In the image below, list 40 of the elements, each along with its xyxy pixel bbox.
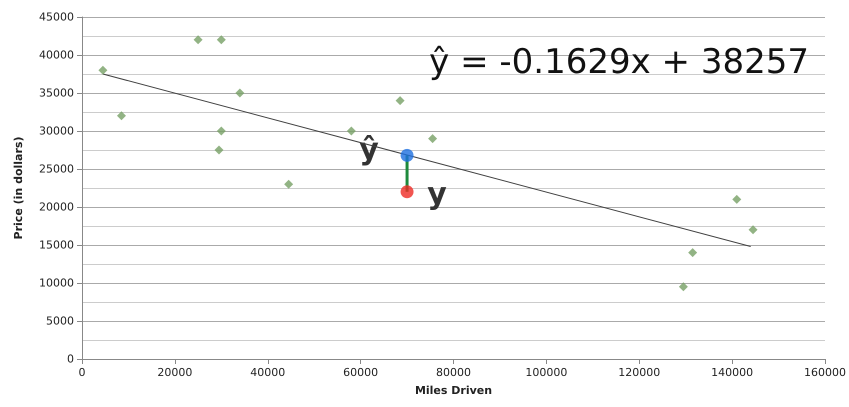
point xyxy=(214,146,224,154)
point xyxy=(284,180,294,189)
y-tick-label: 45000 xyxy=(39,10,74,24)
y-tick-label: 15000 xyxy=(39,238,74,252)
x-tick-label: 100000 xyxy=(525,366,568,379)
y-tick-label: 25000 xyxy=(39,162,74,176)
x-tick-label: 0 xyxy=(78,366,86,379)
x-tick-label: 40000 xyxy=(250,366,286,379)
y-tick-label: 30000 xyxy=(39,124,74,138)
x-tick-label: 140000 xyxy=(711,366,754,379)
x-tick-label: 80000 xyxy=(436,366,471,379)
point xyxy=(732,194,742,204)
y-axis-title: Price (in dollars) xyxy=(12,136,25,240)
x-tick-label: 60000 xyxy=(343,366,378,379)
y-tick-label: 20000 xyxy=(39,200,74,214)
x-tick-label: 120000 xyxy=(618,366,660,379)
y-tick-label: 10000 xyxy=(39,276,74,290)
point xyxy=(428,134,438,144)
point xyxy=(678,282,688,292)
point xyxy=(346,126,356,136)
y-tick-label: 35000 xyxy=(39,86,74,100)
annotation: ŷ = -0.1629x + 38257 xyxy=(429,42,809,82)
point xyxy=(748,225,758,234)
point xyxy=(235,88,244,98)
x-tick-label: 160000 xyxy=(804,366,846,379)
point xyxy=(216,35,226,44)
point xyxy=(400,185,414,198)
y-tick-label: 0 xyxy=(67,352,74,366)
y-tick-label: 5000 xyxy=(46,314,74,328)
point xyxy=(194,35,203,44)
annotation: y xyxy=(427,176,448,212)
y-tick-label: 40000 xyxy=(39,48,74,62)
point xyxy=(396,96,405,106)
x-axis-title: Miles Driven xyxy=(414,384,492,397)
point xyxy=(216,126,226,136)
point xyxy=(688,248,698,258)
point xyxy=(116,111,126,120)
point xyxy=(400,148,414,162)
point xyxy=(98,66,108,75)
x-tick-label: 20000 xyxy=(157,366,192,379)
